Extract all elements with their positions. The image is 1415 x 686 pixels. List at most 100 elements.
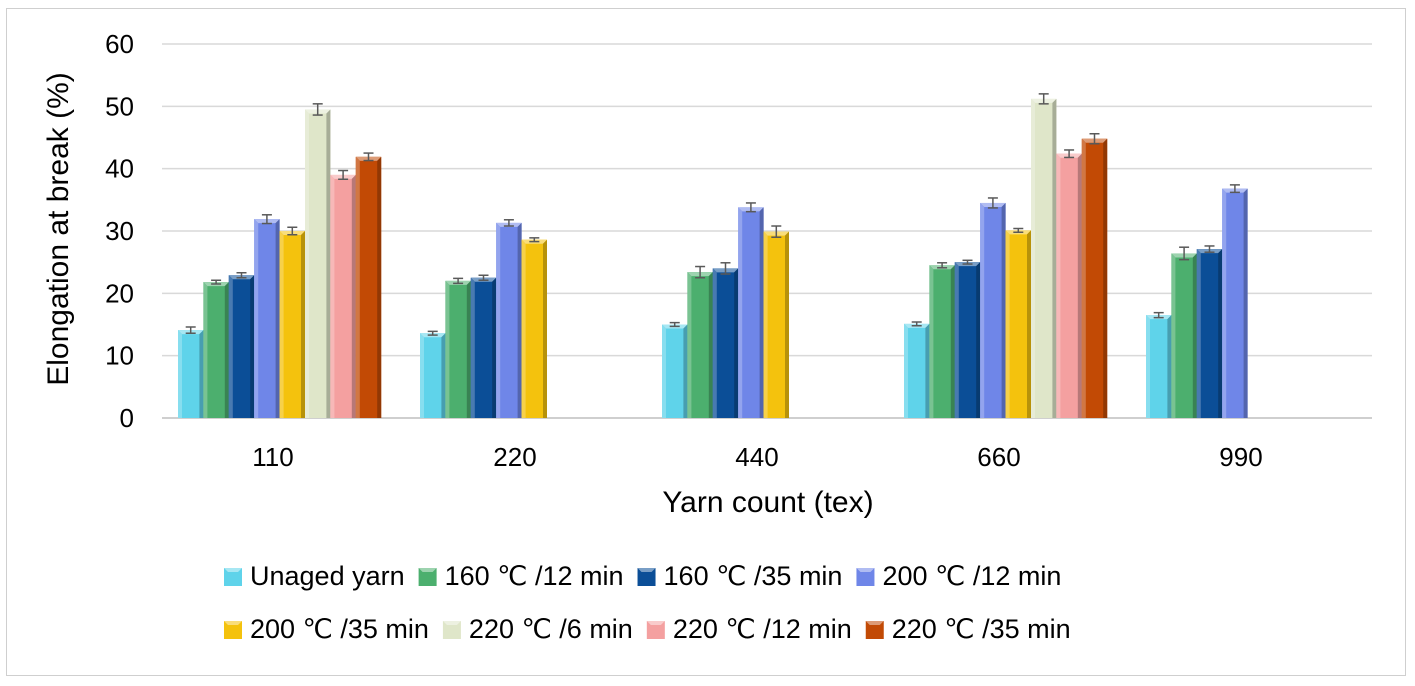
legend-swatch-bevel [418,568,437,572]
bar-660-series-0 [904,321,930,418]
bar-440-series-3 [738,202,764,418]
bar-110-series-6 [330,169,356,418]
legend-swatch-bevel [224,621,242,625]
bar-face [1196,249,1223,418]
legend-label: 200 ℃ /12 min [882,561,1061,591]
legend-item-6: 220 ℃ /12 min [646,614,852,644]
bar-face [1031,98,1057,418]
y-tick-label-60: 60 [105,29,134,59]
bar-face [470,277,497,418]
bar-bevel-left [330,174,335,418]
bar-660-series-6 [1056,149,1082,418]
legend-swatch-bevel [442,621,461,625]
y-tick-label-40: 40 [105,154,134,184]
legend-item-0: Unaged yarn [224,561,405,591]
bar-110-series-0 [178,326,204,418]
bar-bevel-left [228,275,233,418]
bar-bevel-left [662,324,666,418]
bar-bevel-left [305,109,309,418]
bar-bevel-left [712,268,717,418]
bar-110-series-7 [355,152,382,418]
y-axis-title: Elongation at break (%) [42,72,75,386]
legend-swatch [856,568,875,586]
bar-660-series-7 [1081,133,1108,418]
bar-face [1081,138,1108,418]
bar-bevel-right [1243,188,1248,418]
bar-bevel-right [224,282,229,418]
bar-110-series-2 [228,272,255,418]
bar-face [929,265,955,418]
x-tick-label-220: 220 [493,442,536,472]
bar-bevel-left [1005,230,1010,418]
bar-bevel-left [445,280,450,418]
bar-bevel-right [1027,230,1031,418]
bar-bevel-left [1196,249,1201,418]
x-tick-label-660: 660 [977,442,1020,472]
bar-bevel-left [178,330,182,418]
bar-990-series-2 [1196,245,1223,418]
bar-bevel-right [466,280,471,418]
bar-face [228,275,255,418]
bar-bevel-left [254,219,259,418]
bar-bevel-right [1103,138,1108,418]
legend-item-4: 200 ℃ /35 min [224,614,429,644]
bar-face [305,109,331,418]
x-axis-title: Yarn count (tex) [662,486,873,519]
bar-bevel-left [521,239,526,418]
bar-bevel-right [785,231,789,418]
legend-label: Unaged yarn [250,561,405,591]
bar-bevel-right [1167,315,1172,418]
bar-bevel-right [301,231,305,418]
legend: Unaged yarn 160 ℃ /12 min 160 ℃ /35 min 200… [224,561,1071,644]
bar-440-series-2 [712,262,739,418]
bar-bevel-left [470,277,475,418]
legend-swatch-bevel [224,568,242,572]
bar-bevel-left [687,272,692,418]
y-tick-label-0: 0 [120,403,134,433]
legend-swatch [224,568,242,586]
bar-bevel-left [904,323,908,418]
bar-660-series-2 [954,259,981,418]
bar-bevel-right [683,324,688,418]
bar-bevel-right [1077,153,1082,418]
bar-220-series-3 [496,219,522,418]
bar-bevel-right [441,333,446,418]
bar-bevel-left [279,231,284,418]
bar-bevel-right [734,268,739,418]
legend-label: 220 ℃ /12 min [673,614,852,644]
legend-swatch [442,621,461,639]
bar-bevel-left [1031,98,1035,418]
legend-swatch [865,621,884,639]
bar-bevel-left [1146,315,1150,418]
bar-110-series-4 [279,226,305,418]
bar-bevel-right [543,239,547,418]
bar-bevel-left [1081,138,1086,418]
bar-bevel-right [326,109,331,418]
legend-swatch [418,568,437,586]
bar-face [420,333,446,418]
bar-220-series-0 [420,330,446,418]
x-tick-label-110: 110 [252,442,293,472]
bar-face [254,219,280,418]
bar-face [445,280,471,418]
y-axis-ticks: 0 10 20 30 40 50 60 [105,29,134,433]
legend-item-5: 220 ℃ /6 min [442,614,633,644]
x-tick-label-990: 990 [1219,442,1262,472]
y-tick-label-10: 10 [105,341,134,371]
bar-110-series-5 [305,103,331,418]
bar-bevel-right [517,222,522,418]
legend-item-2: 160 ℃ /35 min [637,561,842,591]
bar-face [980,202,1006,418]
bar-bevel-left [1056,153,1061,418]
bar-660-series-4 [1005,227,1031,418]
bar-660-series-3 [980,197,1006,418]
bar-bevel-left [954,262,959,418]
legend-swatch-bevel [637,568,656,572]
bar-440-series-1 [687,265,713,418]
y-tick-label-20: 20 [105,278,134,308]
bar-bevel-right [275,219,280,418]
bar-440-series-0 [662,321,688,418]
bar-990-series-0 [1146,311,1172,418]
bar-face [178,330,204,418]
bar-face [496,222,522,418]
